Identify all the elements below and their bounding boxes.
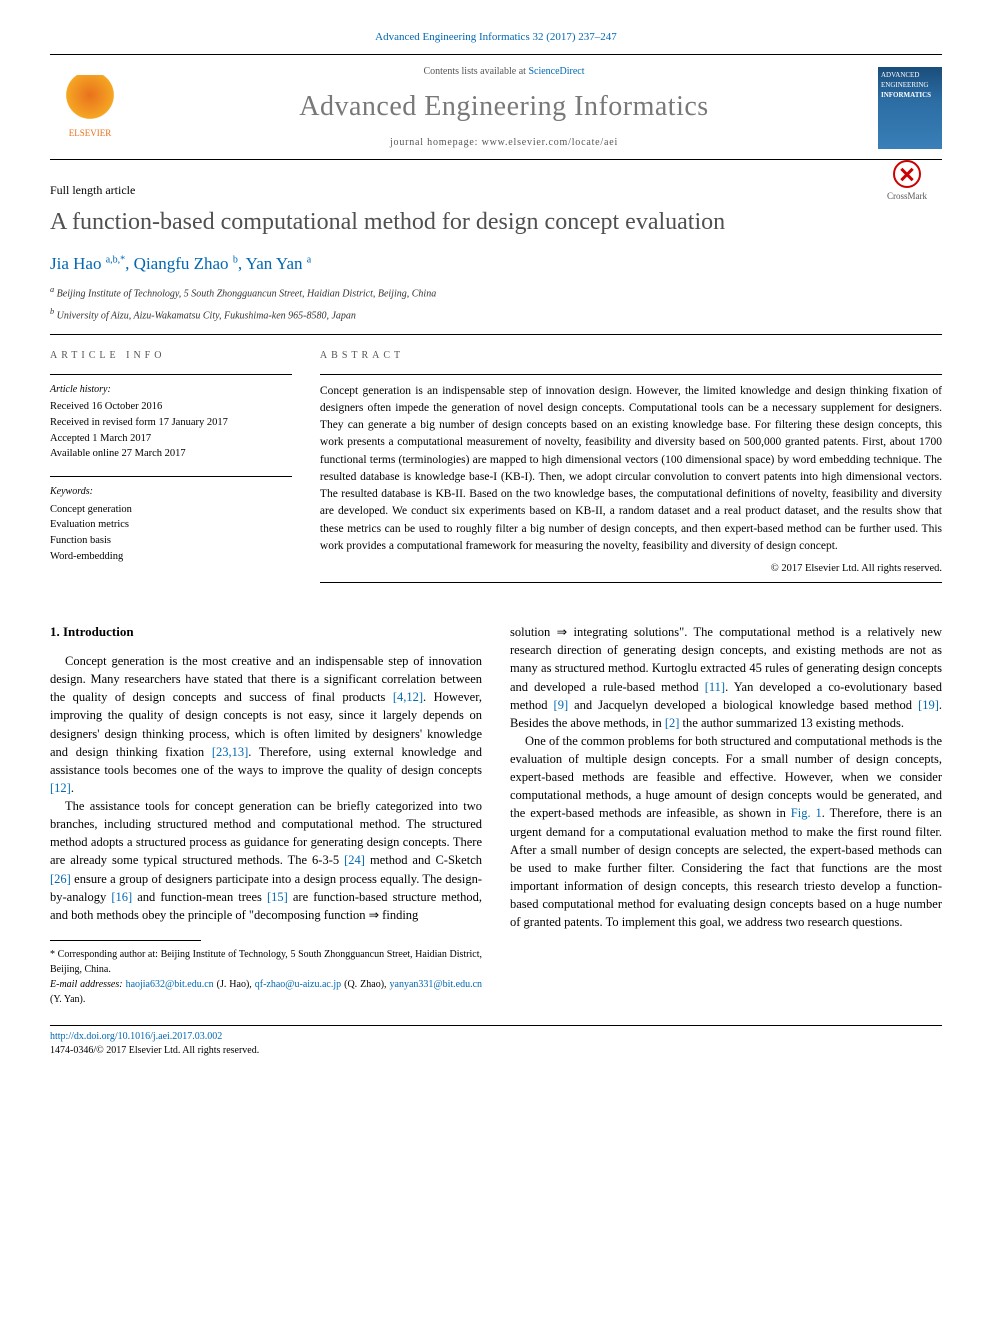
- keyword: Function basis: [50, 533, 292, 549]
- email-link[interactable]: yanyan331@bit.edu.cn: [390, 979, 483, 990]
- footnotes: * Corresponding author at: Beijing Insti…: [50, 947, 482, 1007]
- journal-title: Advanced Engineering Informatics: [130, 87, 878, 128]
- history-line: Accepted 1 March 2017: [50, 431, 292, 447]
- history-line: Received 16 October 2016: [50, 399, 292, 415]
- contents-prefix: Contents lists available at: [423, 66, 528, 77]
- homepage-line: journal homepage: www.elsevier.com/locat…: [130, 136, 878, 151]
- crossmark-icon: [893, 160, 921, 188]
- article-type: Full length article: [50, 182, 942, 199]
- homepage-url[interactable]: www.elsevier.com/locate/aei: [482, 137, 618, 148]
- citation-line: Advanced Engineering Informatics 32 (201…: [50, 30, 942, 46]
- article-info: ARTICLE INFO Article history: Received 1…: [50, 349, 292, 583]
- elsevier-tree-icon: [65, 75, 115, 125]
- abstract-copyright: © 2017 Elsevier Ltd. All rights reserved…: [320, 561, 942, 576]
- elsevier-logo[interactable]: ELSEVIER: [50, 75, 130, 140]
- body-paragraph: One of the common problems for both stru…: [510, 732, 942, 931]
- email-who: (J. Hao): [217, 979, 250, 990]
- homepage-prefix: journal homepage:: [390, 137, 482, 148]
- section-heading: 1. Introduction: [50, 623, 482, 642]
- history-label: Article history:: [50, 383, 292, 398]
- crossmark-badge[interactable]: CrossMark: [872, 160, 942, 203]
- email-who: (Y. Yan): [50, 994, 83, 1005]
- journal-cover-thumb[interactable]: ADVANCED ENGINEERING INFORMATICS: [878, 67, 942, 149]
- issn-copyright: 1474-0346/© 2017 Elsevier Ltd. All right…: [50, 1045, 259, 1056]
- affiliation-b: b University of Aizu, Aizu-Wakamatsu Cit…: [50, 306, 942, 324]
- keyword: Word-embedding: [50, 549, 292, 565]
- body-paragraph: Concept generation is the most creative …: [50, 652, 482, 797]
- history-block: Article history: Received 16 October 201…: [50, 383, 292, 463]
- rule-abstract-bottom: [320, 582, 942, 583]
- keywords-block: Keywords: Concept generation Evaluation …: [50, 485, 292, 565]
- body-paragraph: solution ⇒ integrating solutions". The c…: [510, 623, 942, 732]
- email-addresses: E-mail addresses: haojia632@bit.edu.cn (…: [50, 977, 482, 1007]
- sciencedirect-link[interactable]: ScienceDirect: [528, 66, 584, 77]
- masthead: ELSEVIER Contents lists available at Sci…: [50, 55, 942, 160]
- doi-block: http://dx.doi.org/10.1016/j.aei.2017.03.…: [50, 1025, 942, 1059]
- abstract-text: Concept generation is an indispensable s…: [320, 383, 942, 556]
- rule-info: [50, 374, 292, 375]
- body-paragraph: The assistance tools for concept generat…: [50, 797, 482, 924]
- crossmark-label: CrossMark: [887, 191, 927, 201]
- rule-keywords: [50, 476, 292, 477]
- email-link[interactable]: qf-zhao@u-aizu.ac.jp: [255, 979, 341, 990]
- keyword: Evaluation metrics: [50, 517, 292, 533]
- doi-link[interactable]: http://dx.doi.org/10.1016/j.aei.2017.03.…: [50, 1031, 222, 1042]
- info-abstract-row: ARTICLE INFO Article history: Received 1…: [50, 349, 942, 583]
- info-label: ARTICLE INFO: [50, 349, 292, 364]
- email-label: E-mail addresses:: [50, 979, 126, 990]
- corresponding-note: * Corresponding author at: Beijing Insti…: [50, 947, 482, 977]
- abstract: ABSTRACT Concept generation is an indisp…: [320, 349, 942, 583]
- history-line: Received in revised form 17 January 2017: [50, 415, 292, 431]
- body-columns: 1. Introduction Concept generation is th…: [50, 623, 942, 1007]
- email-link[interactable]: haojia632@bit.edu.cn: [126, 979, 214, 990]
- keyword: Concept generation: [50, 502, 292, 518]
- keywords-label: Keywords:: [50, 485, 292, 500]
- affiliation-a: a Beijing Institute of Technology, 5 Sou…: [50, 284, 942, 302]
- rule-above-info: [50, 334, 942, 335]
- paper-title: A function-based computational method fo…: [50, 205, 942, 240]
- abstract-label: ABSTRACT: [320, 349, 942, 364]
- cover-line2: INFORMATICS: [881, 90, 939, 100]
- publisher-name: ELSEVIER: [50, 127, 130, 140]
- email-who: (Q. Zhao): [344, 979, 384, 990]
- history-line: Available online 27 March 2017: [50, 446, 292, 462]
- footnote-separator: [50, 940, 201, 941]
- authors: Jia Hao a,b,*, Qiangfu Zhao b, Yan Yan a: [50, 252, 942, 277]
- masthead-center: Contents lists available at ScienceDirec…: [130, 65, 878, 151]
- contents-line: Contents lists available at ScienceDirec…: [130, 65, 878, 80]
- cover-line1: ADVANCED ENGINEERING: [881, 70, 939, 90]
- rule-abstract: [320, 374, 942, 375]
